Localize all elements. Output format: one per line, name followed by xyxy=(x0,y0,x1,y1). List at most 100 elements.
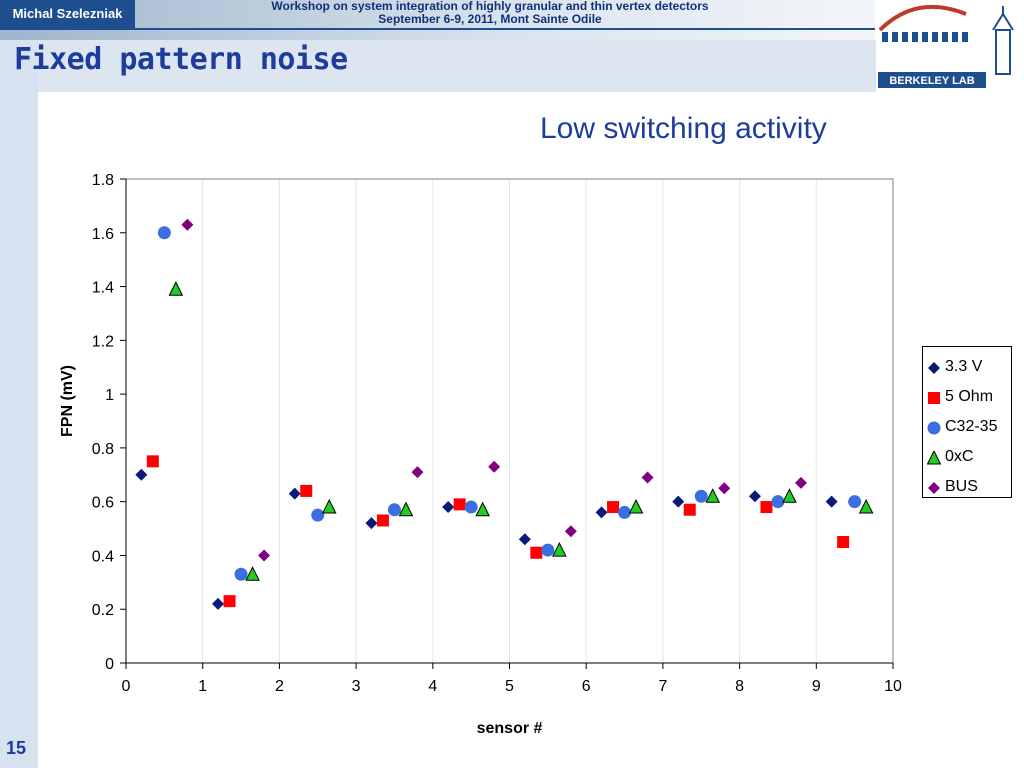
data-point-3-3-v xyxy=(595,506,608,519)
data-point-5-ohm xyxy=(453,498,466,511)
y-tick-label: 1 xyxy=(105,387,114,404)
data-point-3-3-v xyxy=(748,490,761,503)
data-point-bus xyxy=(181,218,194,231)
legend-label: 0xC xyxy=(945,448,974,465)
data-point-bus xyxy=(794,476,807,489)
legend-item-5-ohm: 5 Ohm xyxy=(927,385,1011,411)
data-point-3-3-v xyxy=(672,495,685,508)
data-point-0xc xyxy=(245,566,260,581)
axes xyxy=(120,178,894,669)
data-point-c32-35 xyxy=(464,500,478,514)
data-point-c32-35 xyxy=(848,495,862,509)
x-tick-labels: 0 1 2 3 4 5 6 7 8 9 10 xyxy=(122,678,902,695)
data-point-0xc xyxy=(398,501,414,517)
y-tick-label: 1.2 xyxy=(92,333,114,350)
x-tick-label: 0 xyxy=(122,678,131,695)
data-points xyxy=(135,218,874,610)
data-point-c32-35 xyxy=(234,567,248,581)
data-point-5-ohm xyxy=(760,501,773,514)
data-point-c32-35 xyxy=(541,543,555,557)
chart-legend: 3.3 V 5 Ohm C32-35 0xC BUS xyxy=(922,346,1012,498)
legend-label: 5 Ohm xyxy=(945,388,994,405)
legend-marker-shape xyxy=(928,482,940,494)
chart-heading: Low switching activity xyxy=(540,112,827,145)
y-tick-label: 1.6 xyxy=(92,226,114,243)
x-tick-label: 5 xyxy=(505,678,514,695)
data-point-0xc xyxy=(475,501,490,517)
logo-text: BERKELEY LAB xyxy=(889,75,974,87)
data-point-5-ohm xyxy=(530,546,543,559)
data-point-3-3-v xyxy=(442,501,455,514)
legend-item-3-3-v: 3.3 V xyxy=(927,355,1011,381)
legend-marker-5-ohm xyxy=(928,392,940,404)
data-point-c32-35 xyxy=(694,489,708,503)
legend-item-0xc: 0xC xyxy=(927,445,1011,471)
data-point-5-ohm xyxy=(223,595,236,608)
data-point-5-ohm xyxy=(376,514,389,527)
legend-label: 3.3 V xyxy=(945,358,983,375)
data-point-0xc xyxy=(168,281,184,296)
y-tick-labels: 0 0.2 0.4 0.6 0.8 1 1.2 1.4 1.6 1.8 xyxy=(92,172,114,673)
legend-item-c32-35: C32-35 xyxy=(927,415,1011,441)
y-tick-label: 0.4 xyxy=(92,548,114,565)
workshop-dates: September 6-9, 2011, Mont Sainte Odile xyxy=(378,12,602,26)
x-tick-label: 7 xyxy=(658,678,667,695)
berkeley-lab-logo-graphic: BERKELEY LAB xyxy=(878,4,1014,88)
y-tick-label: 0 xyxy=(105,656,114,673)
title-band xyxy=(38,40,878,92)
legend-label: BUS xyxy=(945,478,978,495)
x-tick-label: 2 xyxy=(275,678,284,695)
data-point-bus xyxy=(258,549,271,562)
data-point-0xc xyxy=(858,498,874,514)
y-tick-label: 1.4 xyxy=(92,280,114,297)
data-point-c32-35 xyxy=(157,226,171,240)
berkeley-lab-logo: BERKELEY LAB xyxy=(876,0,1024,92)
data-point-bus xyxy=(718,482,731,495)
x-tick-label: 10 xyxy=(884,678,902,695)
y-tick-label: 0.6 xyxy=(92,495,114,512)
legend-marker-shape xyxy=(927,421,941,435)
x-tick-label: 8 xyxy=(735,678,744,695)
y-tick-label: 1.8 xyxy=(92,172,114,189)
data-point-bus xyxy=(564,525,577,538)
data-point-5-ohm xyxy=(300,484,313,497)
data-point-bus xyxy=(411,466,424,479)
data-point-0xc xyxy=(628,498,644,514)
data-point-5-ohm xyxy=(146,455,159,468)
data-point-3-3-v xyxy=(518,533,531,546)
x-tick-label: 3 xyxy=(352,678,361,695)
data-point-3-3-v xyxy=(825,495,838,508)
y-tick-label: 0.2 xyxy=(92,602,114,619)
data-point-3-3-v xyxy=(135,468,148,481)
x-tick-label: 4 xyxy=(428,678,437,695)
data-point-0xc xyxy=(705,488,721,503)
legend-marker-bus xyxy=(928,482,940,494)
slide-title: Fixed pattern noise xyxy=(14,42,348,77)
left-sidebar-band xyxy=(0,0,38,768)
data-point-5-ohm xyxy=(837,536,850,548)
data-point-3-3-v xyxy=(212,597,225,610)
data-point-0xc xyxy=(782,488,797,503)
legend-marker-3-3-v xyxy=(928,362,940,374)
data-point-bus xyxy=(488,460,501,473)
workshop-info: Workshop on system integration of highly… xyxy=(140,0,840,26)
x-tick-label: 6 xyxy=(582,678,591,695)
header-divider xyxy=(0,28,875,30)
legend-marker-c32-35 xyxy=(927,421,941,435)
page-number: 15 xyxy=(6,738,27,758)
data-point-3-3-v xyxy=(365,517,378,530)
data-point-5-ohm xyxy=(607,501,620,514)
data-point-0xc xyxy=(552,541,567,557)
data-point-0xc xyxy=(321,498,337,514)
author-label: Michal Szelezniak xyxy=(0,0,135,28)
legend-marker-shape xyxy=(928,392,940,404)
header-band xyxy=(0,0,875,40)
x-tick-label: 1 xyxy=(198,678,207,695)
legend-marker-shape xyxy=(927,451,941,465)
data-point-c32-35 xyxy=(311,508,325,522)
data-point-3-3-v xyxy=(288,487,301,500)
data-point-c32-35 xyxy=(771,495,785,509)
data-point-5-ohm xyxy=(683,503,696,516)
grid-lines xyxy=(202,179,817,663)
y-tick-label: 0.8 xyxy=(92,441,114,458)
